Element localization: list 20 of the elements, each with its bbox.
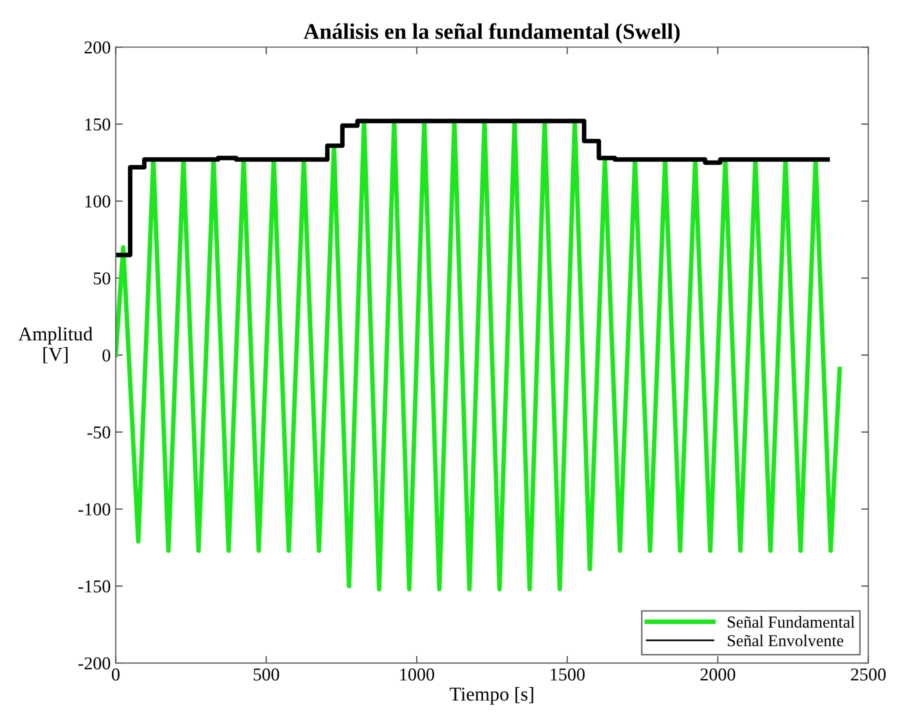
legend-label: Señal Envolvente [728, 634, 844, 646]
y-tick-label: 100 [85, 195, 110, 208]
x-tick-label: 2000 [700, 668, 736, 681]
y-tick-label: -50 [87, 426, 110, 438]
x-axis-title: Tiempo [s] [450, 687, 534, 705]
chart-title: Análisis en la señal fundamental (Swell) [304, 23, 680, 44]
x-tick-label: 1000 [400, 668, 434, 681]
y-tick-label: 0 [102, 349, 110, 362]
x-tick-label: 2500 [851, 668, 886, 681]
y-axis-title: Amplitud [V] [18, 326, 93, 364]
x-tick-label: 1500 [550, 668, 585, 681]
x-tick-label: 0 [112, 668, 120, 681]
y-tick-label: -100 [78, 503, 110, 516]
legend-label: Señal Fundamental [728, 616, 855, 628]
y-tick-label: 150 [85, 118, 110, 131]
y-tick-label: -200 [78, 657, 110, 670]
y-tick-label: 50 [94, 272, 110, 285]
y-tick-label: -150 [78, 580, 110, 592]
y-tick-label: 200 [84, 41, 110, 54]
x-tick-label: 500 [254, 668, 280, 681]
